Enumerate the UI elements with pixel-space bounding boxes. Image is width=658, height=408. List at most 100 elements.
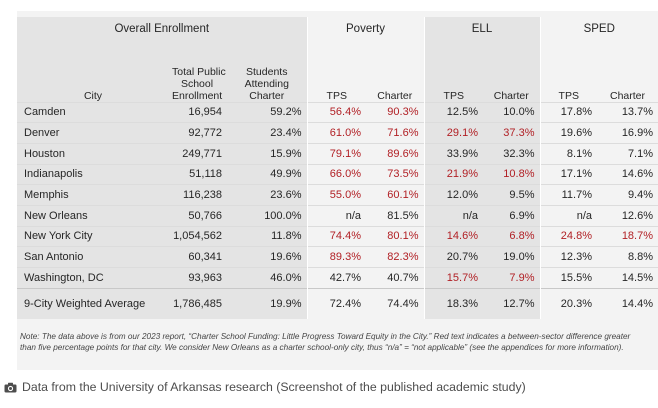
- cell-attending-charter: 100.0%: [227, 204, 308, 227]
- cell-poverty-tps: 89.3%: [307, 246, 366, 268]
- cell-poverty-charter: 71.6%: [366, 122, 425, 144]
- column-header-city: City: [17, 40, 167, 102]
- cell-ell-charter: 9.5%: [483, 184, 541, 206]
- cell-ell-tps: 18.3%: [424, 287, 483, 320]
- cell-attending-charter: 19.9%: [227, 287, 308, 320]
- cell-city: New Orleans: [17, 204, 167, 227]
- cell-sped-charter: 18.7%: [597, 225, 658, 247]
- table-row: Camden 16,954 59.2% 56.4% 90.3% 12.5% 10.0% 17.…: [17, 101, 658, 123]
- cell-poverty-charter: 60.1%: [366, 184, 425, 206]
- cell-sped-tps: 8.1%: [540, 142, 597, 165]
- cell-attending-charter: 19.6%: [227, 246, 308, 268]
- cell-ell-charter: 37.3%: [483, 122, 541, 144]
- weighted-average-row: 9-City Weighted Average 1,786,485 19.9% 72.…: [17, 287, 658, 320]
- table-row: Denver 92,772 23.4% 61.0% 71.6% 29.1% 37.3% 19.…: [17, 122, 658, 144]
- enrollment-table: Overall Enrollment Poverty ELL SPED City…: [17, 17, 658, 320]
- cell-city: Washington, DC: [17, 267, 167, 289]
- cell-sped-charter: 13.7%: [597, 101, 658, 123]
- cell-sped-charter: 16.9%: [597, 122, 658, 144]
- table-row: Indianapolis 51,118 49.9% 66.0% 73.5% 21.9% 10…: [17, 163, 658, 185]
- cell-poverty-tps: 55.0%: [307, 184, 366, 206]
- cell-ell-charter: 6.8%: [483, 225, 541, 247]
- cell-total-enrollment: 60,341: [167, 246, 227, 268]
- group-header-overall: Overall Enrollment: [17, 17, 308, 40]
- cell-total-enrollment: 1,054,562: [167, 225, 227, 247]
- cell-poverty-charter: 40.7%: [366, 267, 425, 289]
- cell-city: Indianapolis: [17, 163, 167, 185]
- group-header-sped: SPED: [583, 22, 615, 35]
- cell-ell-charter: 7.9%: [483, 267, 541, 289]
- cell-ell-charter: 12.7%: [483, 287, 541, 320]
- cell-total-enrollment: 92,772: [167, 122, 227, 144]
- cell-ell-tps: 14.6%: [424, 225, 483, 247]
- cell-attending-charter: 15.9%: [227, 142, 308, 165]
- cell-ell-tps: 15.7%: [424, 267, 483, 289]
- group-header-ell: ELL: [424, 17, 541, 40]
- cell-poverty-tps: 66.0%: [307, 163, 366, 185]
- cell-city: Denver: [17, 122, 167, 144]
- column-header-poverty-tps: TPS: [326, 89, 347, 102]
- cell-total-enrollment: 116,238: [167, 184, 227, 206]
- cell-attending-charter: 46.0%: [227, 267, 308, 289]
- table-row: San Antonio 60,341 19.6% 89.3% 82.3% 20.7% 19.…: [17, 246, 658, 268]
- caption-text: Data from the University of Arkansas res…: [22, 380, 526, 394]
- cell-poverty-tps: 56.4%: [307, 101, 366, 123]
- table-row: Memphis 116,238 23.6% 55.0% 60.1% 12.0% 9.5% 11…: [17, 184, 658, 206]
- image-caption: Data from the University of Arkansas res…: [4, 380, 654, 394]
- cell-ell-tps: 12.5%: [424, 101, 483, 123]
- cell-sped-tps: 17.8%: [540, 101, 597, 123]
- cell-sped-tps: n/a: [540, 204, 597, 227]
- cell-sped-tps: 20.3%: [540, 287, 597, 320]
- cell-total-enrollment: 1,786,485: [167, 287, 227, 320]
- cell-city: Camden: [17, 101, 167, 123]
- cell-poverty-charter: 81.5%: [366, 204, 425, 227]
- cell-ell-tps: 12.0%: [424, 184, 483, 206]
- cell-total-enrollment: 93,963: [167, 267, 227, 289]
- cell-poverty-charter: 90.3%: [366, 101, 425, 123]
- cell-poverty-charter: 89.6%: [366, 142, 425, 165]
- cell-total-enrollment: 51,118: [167, 163, 227, 185]
- cell-poverty-tps: 61.0%: [307, 122, 366, 144]
- cell-city: 9-City Weighted Average: [17, 287, 167, 320]
- column-header-ell-tps: TPS: [424, 40, 483, 102]
- column-header-attending-charter: Students Attending Charter: [227, 40, 308, 102]
- cell-sped-charter: 7.1%: [597, 142, 658, 165]
- table-note: Note: The data above is from our 2023 re…: [20, 332, 631, 352]
- cell-total-enrollment: 50,766: [167, 204, 227, 227]
- cell-poverty-tps: 74.4%: [307, 225, 366, 247]
- cell-ell-charter: 10.0%: [483, 101, 541, 123]
- cell-ell-charter: 10.8%: [483, 163, 541, 185]
- cell-city: San Antonio: [17, 246, 167, 268]
- cell-sped-charter: 8.8%: [597, 246, 658, 268]
- column-header-sped-charter: Charter: [610, 89, 646, 102]
- cell-ell-tps: 21.9%: [424, 163, 483, 185]
- cell-attending-charter: 59.2%: [227, 101, 308, 123]
- cell-poverty-charter: 74.4%: [366, 287, 425, 320]
- cell-poverty-charter: 82.3%: [366, 246, 425, 268]
- cell-poverty-tps: 42.7%: [307, 267, 366, 289]
- cell-city: Houston: [17, 142, 167, 165]
- cell-ell-tps: 33.9%: [424, 142, 483, 165]
- cell-attending-charter: 23.4%: [227, 122, 308, 144]
- cell-sped-tps: 19.6%: [540, 122, 597, 144]
- cell-city: New York City: [17, 225, 167, 247]
- cell-sped-charter: 14.6%: [597, 163, 658, 185]
- column-header-sped-tps: TPS: [558, 89, 579, 102]
- table-row: New Orleans 50,766 100.0% n/a 81.5% n/a 6.9% n/…: [17, 204, 658, 227]
- table-row: New York City 1,054,562 11.8% 74.4% 80.1% 14.…: [17, 225, 658, 247]
- cell-attending-charter: 23.6%: [227, 184, 308, 206]
- group-header-poverty: Poverty: [307, 17, 425, 40]
- cell-attending-charter: 11.8%: [227, 225, 308, 247]
- cell-ell-tps: 29.1%: [424, 122, 483, 144]
- cell-sped-charter: 14.4%: [597, 287, 658, 320]
- cell-ell-charter: 6.9%: [483, 204, 541, 227]
- table-row: Houston 249,771 15.9% 79.1% 89.6% 33.9% 32.3% 8…: [17, 142, 658, 165]
- cell-ell-charter: 19.0%: [483, 246, 541, 268]
- cell-sped-charter: 12.6%: [597, 204, 658, 227]
- cell-poverty-charter: 80.1%: [366, 225, 425, 247]
- cell-poverty-tps: n/a: [307, 204, 366, 227]
- cell-sped-charter: 9.4%: [597, 184, 658, 206]
- camera-icon: [4, 382, 17, 392]
- column-header-poverty-charter: Charter: [366, 40, 425, 102]
- cell-sped-tps: 17.1%: [540, 163, 597, 185]
